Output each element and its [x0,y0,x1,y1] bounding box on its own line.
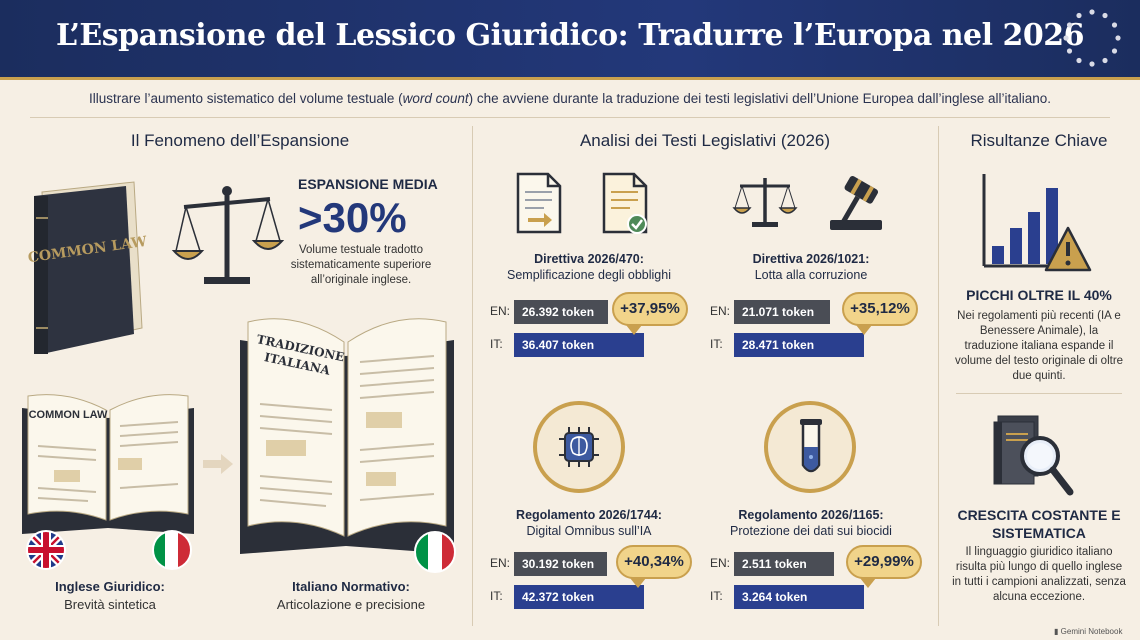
token-bars-doc-2: EN: 21.071 token IT: 28.471 token [710,292,910,362]
en-token-bar: 26.392 token [514,300,608,324]
common-law-book-icon: COMMON LAW [27,181,148,354]
column-divider [472,126,473,626]
badge-tail [860,578,876,588]
arrow-right-icon [203,454,233,474]
italy-flag-icon [152,530,192,570]
average-expansion-description: Volume testuale tradotto sistematicament… [290,244,432,286]
eu-stars-icon [1063,9,1121,67]
document-arrow-icon [516,172,562,234]
book-magnifier-icon [993,415,1074,496]
en-token-bar: 30.192 token [514,552,607,576]
bar-chart-warning-icon [982,174,1092,272]
page-title: L’Espansione del Lessico Giuridico: Trad… [56,18,1084,53]
test-tube-icon [800,419,822,473]
expansion-percent-badge: +29,99% [846,545,922,579]
divider [956,393,1122,394]
brain-chip-icon [559,427,599,467]
it-key: IT: [710,589,723,603]
page-subtitle: Illustrare l’aumento sistematico del vol… [88,91,1052,106]
en-key: EN: [710,304,731,318]
expansion-percent-badge: +35,12% [842,292,918,326]
section-title-expansion: Il Fenomeno dell’Espansione [130,131,350,150]
expansion-percent-badge: +37,95% [612,292,688,326]
italian-caption-title: Italiano Normativo: [292,579,410,594]
badge-tail [856,325,872,335]
doc-1-label: Direttiva 2026/470: Semplificazione degli… [507,252,671,282]
doc-2-label: Direttiva 2026/1021: Lotta alla corruzion… [752,252,870,282]
it-key: IT: [490,589,503,603]
ai-chip-badge [533,401,625,493]
en-key: EN: [710,556,731,570]
open-book-english-text: COMMON LAW [29,409,108,421]
expansion-percent-badge: +40,34% [616,545,692,579]
it-key: IT: [490,337,503,351]
english-caption-subtitle: Brevità sintetica [64,597,156,612]
it-token-bar: 42.372 token [514,585,644,609]
italian-caption-subtitle: Articolazione e precisione [276,597,426,612]
biocide-badge [764,401,856,493]
section-title-key-findings: Risultanze Chiave [970,131,1108,150]
token-bars-doc-3: EN: 30.192 token IT: 42.372 token [490,545,690,615]
open-book-english-icon: COMMON LAW [22,394,194,534]
section-title-analysis: Analisi dei Testi Legislativi (2026) [579,131,831,150]
key-finding-2-body: Il linguaggio giuridico italiano risulta… [952,546,1126,603]
uk-flag-icon [26,530,66,570]
token-bars-doc-1: EN: 26.392 token IT: 36.407 token [490,292,690,362]
it-key: IT: [710,337,723,351]
document-check-icon [602,172,648,234]
header-banner: L’Espansione del Lessico Giuridico: Trad… [0,0,1140,80]
key-finding-1-heading: PICCHI OLTRE IL 40% [966,287,1112,303]
doc-3-label: Regolamento 2026/1744: Digital Omnibus su… [516,508,662,538]
footer-brand: ▮ Gemini Notebook [1054,627,1123,636]
it-token-bar: 28.471 token [734,333,864,357]
open-book-italian-icon: TRADIZIONEITALIANA [240,318,454,554]
notebook-icon: ▮ [1054,627,1059,636]
column-divider [938,126,939,626]
english-caption-title: Inglese Giuridico: [55,579,165,594]
en-key: EN: [490,556,511,570]
small-scales-icon [732,178,798,227]
doc-4-label: Regolamento 2026/1165: Protezione dei dat… [730,508,892,538]
it-token-bar: 36.407 token [514,333,644,357]
badge-tail [626,325,642,335]
key-finding-1-body: Nei regolamenti più recenti (IA e Beness… [954,310,1124,382]
gavel-icon [830,175,882,230]
key-finding-2-heading: CRESCITA COSTANTE E SISTEMATICA [957,507,1121,541]
average-expansion-label: ESPANSIONE MEDIA [298,176,438,192]
token-bars-doc-4: EN: 2.511 token IT: 3.264 token [710,545,910,615]
en-token-bar: 2.511 token [734,552,834,576]
badge-tail [630,578,646,588]
en-token-bar: 21.071 token [734,300,830,324]
scales-of-justice-icon [171,186,284,284]
it-token-bar: 3.264 token [734,585,864,609]
divider [30,117,1110,118]
en-key: EN: [490,304,511,318]
italy-flag-large-icon [414,531,456,573]
average-expansion-value: >30% [298,194,407,241]
